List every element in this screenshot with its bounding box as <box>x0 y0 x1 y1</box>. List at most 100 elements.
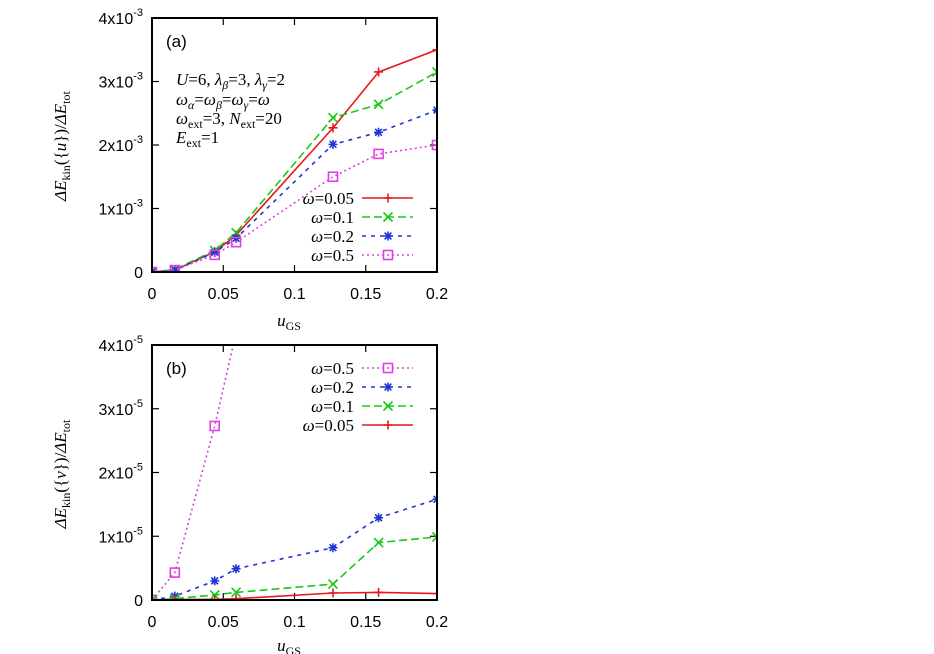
panel-b-legend: ω=0.5ω=0.2ω=0.1ω=0.05 <box>303 359 413 435</box>
y-tick-label: 1x10-3 <box>99 198 143 219</box>
data-point <box>328 543 338 553</box>
data-point <box>327 578 339 590</box>
data-point <box>152 594 158 600</box>
y-tick-label: 4x10-5 <box>99 334 143 355</box>
legend-item: ω=0.05 <box>303 189 413 208</box>
data-point <box>231 564 241 574</box>
x-tick-label: 0.15 <box>350 286 381 303</box>
data-point <box>432 589 437 599</box>
data-point <box>231 594 241 600</box>
panel-b-y-axis-title: ΔEkin({v})/ΔEtot <box>51 419 73 529</box>
x-tick-label: 0.15 <box>350 614 381 631</box>
panel-a-y-axis-title: ΔEkin({u})/ΔEtot <box>51 91 73 202</box>
legend-item: ω=0.5 <box>311 246 413 265</box>
data-point <box>327 112 339 123</box>
data-point <box>373 537 384 548</box>
data-point <box>169 567 181 578</box>
legend-label: ω=0.05 <box>303 189 354 208</box>
legend-marker <box>383 231 393 241</box>
data-point <box>210 576 220 586</box>
data-point <box>170 265 180 272</box>
x-tick-label: 0.2 <box>426 286 448 303</box>
legend-label: ω=0.1 <box>311 208 354 227</box>
legend-label: ω=0.5 <box>311 246 354 265</box>
data-point <box>231 587 242 598</box>
data-point <box>230 236 242 248</box>
panel-a-x-axis-title: uGS <box>277 311 301 333</box>
legend-item: ω=0.2 <box>311 378 413 397</box>
data-point <box>374 587 384 597</box>
panel-b-frame <box>151 344 438 601</box>
legend-item: ω=0.5 <box>311 359 413 378</box>
data-point <box>210 247 220 257</box>
data-point <box>327 171 339 183</box>
x-tick-label: 0 <box>148 286 157 303</box>
legend-item: ω=0.05 <box>303 416 413 435</box>
y-tick-label: 3x10-3 <box>99 71 143 92</box>
legend-marker <box>382 400 394 412</box>
legend-label: ω=0.5 <box>311 359 354 378</box>
data-point <box>374 513 384 523</box>
x-tick-label: 0.1 <box>283 286 305 303</box>
series-ω=0.5 <box>152 345 235 600</box>
x-tick-label: 0 <box>148 614 157 631</box>
x-tick-label: 0.1 <box>283 614 305 631</box>
series-line <box>152 345 235 600</box>
x-tick-label: 0.05 <box>208 614 239 631</box>
panel-a-tick-labels: 0 0.05 0.1 0.15 0.2 0 1x10-3 2x10-3 3x10-3 4x10-3 <box>99 7 449 303</box>
y-tick-label: 0 <box>134 593 143 610</box>
panel-a-annotation-line-1: U=6, λβ=3, λγ=2 <box>176 70 285 92</box>
panel-a: 0 0.05 0.1 0.15 0.2 0 1x10-3 2x10-3 3x10-3 4x10-3… <box>51 7 448 333</box>
x-tick-label: 0.2 <box>426 614 448 631</box>
data-point <box>209 249 220 261</box>
panel-a-frame <box>151 17 438 273</box>
y-tick-label: 0 <box>134 265 143 282</box>
data-point <box>373 99 384 110</box>
panel-b-tick-labels: 0 0.05 0.1 0.15 0.2 0 1x10-5 2x10-5 3x10-5 4x10-5 <box>99 334 449 631</box>
y-tick-label: 2x10-3 <box>99 134 143 155</box>
panel-b: 0 0.05 0.1 0.15 0.2 0 1x10-5 2x10-5 3x10-5 4x10-5… <box>51 334 449 654</box>
y-tick-label: 4x10-3 <box>99 7 143 28</box>
legend-marker <box>383 382 393 392</box>
data-point <box>431 139 437 151</box>
legend-marker <box>382 211 394 223</box>
legend-marker <box>383 193 393 203</box>
data-point <box>374 127 384 137</box>
panel-a-annotation-line-4: Eext=1 <box>175 128 219 150</box>
legend-marker <box>383 420 393 430</box>
legend-item: ω=0.1 <box>311 208 413 227</box>
data-point <box>328 123 338 133</box>
legend-label: ω=0.1 <box>311 397 354 416</box>
data-point <box>373 148 384 160</box>
panel-a-series <box>152 45 437 272</box>
panel-b-x-axis-title: uGS <box>277 636 301 654</box>
legend-item: ω=0.1 <box>311 397 413 416</box>
panel-a-annotation-line-3: ωext=3, Next=20 <box>176 109 282 131</box>
panel-a-label: (a) <box>166 32 187 51</box>
data-point <box>374 67 384 77</box>
data-point <box>169 264 181 272</box>
legend-label: ω=0.2 <box>311 227 354 246</box>
data-point <box>431 531 437 542</box>
data-point <box>209 420 220 432</box>
x-tick-label: 0.05 <box>208 286 239 303</box>
y-tick-label: 3x10-5 <box>99 398 143 419</box>
data-point <box>328 139 338 149</box>
series-ω=0.1 <box>152 531 437 600</box>
legend-marker <box>382 249 394 261</box>
data-point <box>432 45 437 55</box>
legend-label: ω=0.05 <box>303 416 354 435</box>
panel-b-label: (b) <box>166 359 187 378</box>
data-point <box>328 588 338 598</box>
legend-marker <box>382 362 394 374</box>
legend-label: ω=0.2 <box>311 378 354 397</box>
series-ω=0.5 <box>152 139 437 272</box>
legend-item: ω=0.2 <box>311 227 413 246</box>
series-line <box>152 144 437 272</box>
y-tick-label: 2x10-5 <box>99 462 143 483</box>
panel-a-legend: ω=0.05ω=0.1ω=0.2ω=0.5 <box>303 189 413 265</box>
panel-a-annotation-line-2: ωα=ωβ=ωγ=ω <box>176 90 270 112</box>
data-point <box>431 66 437 78</box>
